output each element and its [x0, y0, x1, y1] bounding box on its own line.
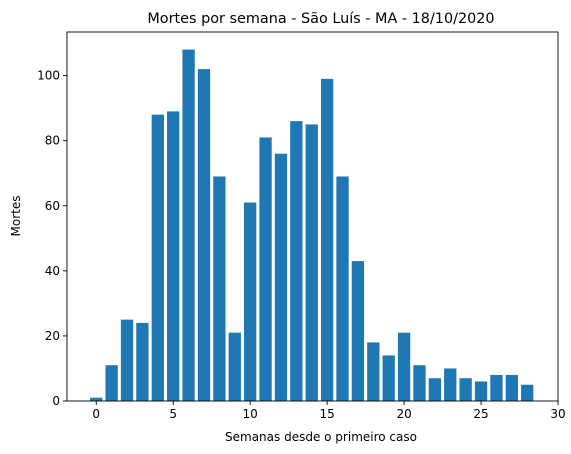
- bar-week-2: [120, 319, 134, 401]
- bar-week-25: [474, 381, 488, 401]
- chart-title: Mortes por semana - São Luís - MA - 18/1…: [147, 11, 494, 27]
- x-tick-label: 15: [319, 407, 334, 421]
- bar-week-27: [505, 374, 518, 401]
- bar-week-3: [136, 322, 149, 401]
- bar-week-16: [336, 176, 349, 401]
- bar-week-15: [320, 78, 334, 402]
- bar-week-9: [228, 332, 241, 401]
- bar-week-22: [428, 378, 442, 401]
- y-tick-label: 60: [45, 199, 60, 213]
- x-axis-label: Semanas desde o primeiro caso: [225, 430, 417, 444]
- bars-group: [90, 49, 534, 402]
- x-axis: 0 5 10 15 20 25 30: [92, 401, 566, 421]
- x-tick-label: 30: [550, 407, 565, 421]
- bar-week-23: [444, 368, 457, 401]
- bar-week-8: [213, 176, 226, 401]
- bar-week-20: [397, 332, 411, 401]
- bar-week-1: [105, 365, 118, 401]
- y-tick-label: 0: [52, 394, 60, 408]
- bar-week-10: [244, 202, 257, 401]
- y-axis-label: Mortes: [9, 196, 23, 237]
- plot-frame: [66, 31, 559, 402]
- y-tick-label: 40: [45, 264, 60, 278]
- bar-week-0: [90, 397, 103, 401]
- bar-week-11: [259, 137, 272, 401]
- x-tick-label: 25: [473, 407, 488, 421]
- bar-week-5: [167, 111, 180, 402]
- bar-week-26: [490, 374, 503, 401]
- bar-week-17: [351, 261, 365, 401]
- bar-week-13: [290, 121, 303, 401]
- y-tick-label: 80: [45, 134, 60, 148]
- bar-week-19: [382, 355, 395, 401]
- bar-week-24: [459, 378, 472, 401]
- bar-week-4: [151, 114, 164, 402]
- y-tick-label: 20: [45, 329, 60, 343]
- y-tick-label: 100: [37, 69, 60, 83]
- bar-week-18: [367, 342, 380, 401]
- bar-week-14: [305, 124, 318, 401]
- x-tick-label: 10: [243, 407, 258, 421]
- x-tick-label: 5: [169, 407, 177, 421]
- x-tick-label: 0: [92, 407, 100, 421]
- bar-week-12: [274, 153, 288, 401]
- y-axis: 0 20 40 60 80 100: [37, 69, 67, 408]
- bar-week-21: [413, 365, 426, 401]
- bar-week-6: [182, 49, 195, 401]
- x-tick-label: 20: [396, 407, 411, 421]
- bar-week-28: [521, 384, 534, 401]
- bar-week-7: [197, 69, 211, 401]
